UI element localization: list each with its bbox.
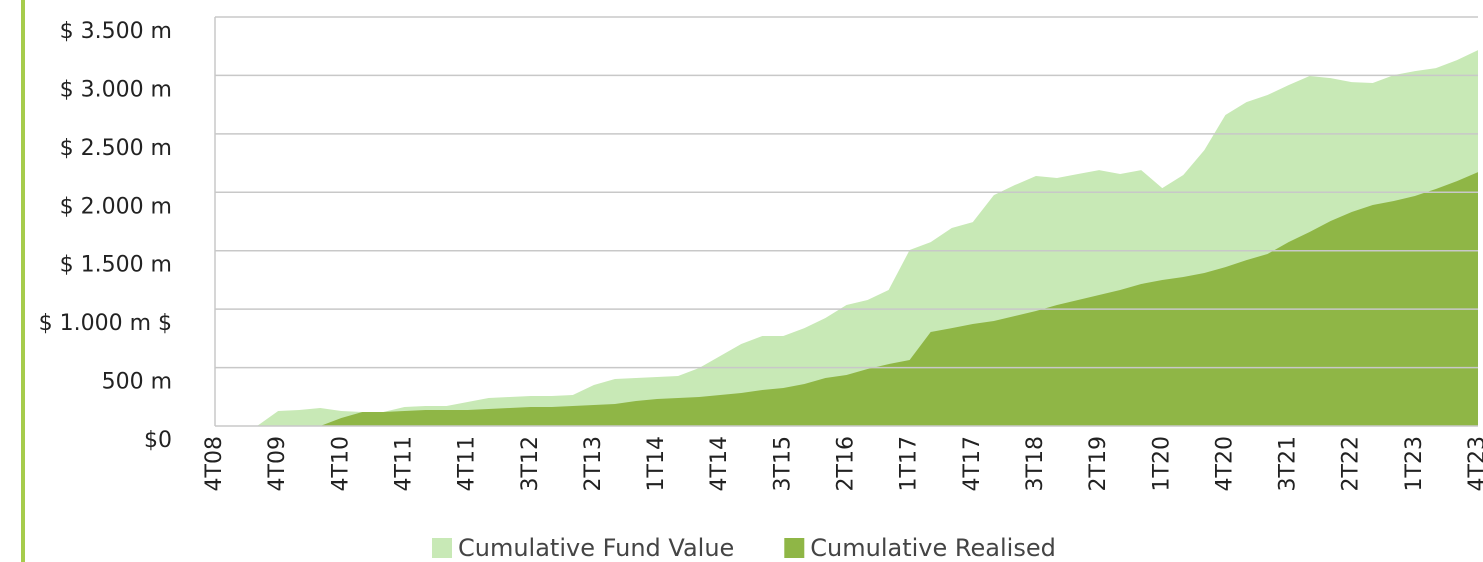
x-tick-label: 2T19 bbox=[1086, 436, 1111, 491]
x-tick-label: 1T14 bbox=[644, 436, 669, 491]
x-tick-label: 2T13 bbox=[581, 436, 606, 491]
x-tick-label: 2T22 bbox=[1339, 436, 1364, 491]
legend-swatch bbox=[432, 538, 452, 558]
x-tick-label: 4T20 bbox=[1212, 436, 1237, 491]
x-tick-label: 4T11 bbox=[455, 436, 480, 491]
y-tick-label: $0 bbox=[144, 428, 172, 453]
x-tick-label: 3T12 bbox=[518, 436, 543, 491]
x-tick-label: 4T09 bbox=[265, 436, 290, 491]
x-tick-label: 4T10 bbox=[328, 436, 353, 491]
y-tick-label: $ 3.500 m bbox=[60, 19, 172, 44]
x-tick-label: 3T18 bbox=[1023, 436, 1048, 491]
x-tick-label: 3T15 bbox=[770, 436, 795, 491]
legend-label: Cumulative Realised bbox=[810, 534, 1056, 562]
x-tick-label: 1T23 bbox=[1402, 436, 1427, 491]
y-tick-label: $ 1.000 m $ bbox=[39, 311, 172, 336]
y-tick-label: 500 m bbox=[102, 370, 172, 395]
x-tick-label: 1T20 bbox=[1149, 436, 1174, 491]
y-tick-label: $ 2.000 m bbox=[60, 194, 172, 219]
accent-bar bbox=[21, 0, 25, 562]
y-tick-label: $ 2.500 m bbox=[60, 136, 172, 161]
x-tick-label: 4T08 bbox=[202, 436, 227, 491]
legend-label: Cumulative Fund Value bbox=[458, 534, 734, 562]
x-tick-label: 4T23 bbox=[1465, 436, 1483, 491]
x-tick-label: 4T17 bbox=[960, 436, 985, 491]
area bbox=[215, 172, 1478, 426]
x-tick-label: 3T21 bbox=[1276, 436, 1301, 491]
legend-swatch bbox=[784, 538, 805, 558]
y-tick-label: $ 1.500 m bbox=[60, 253, 172, 278]
x-tick-label: 4T14 bbox=[707, 436, 732, 491]
x-tick-label: 1T17 bbox=[897, 436, 922, 491]
x-tick-label: 2T16 bbox=[834, 436, 859, 491]
x-tick-label: 4T11 bbox=[391, 436, 416, 491]
y-tick-label: $ 3.000 m bbox=[60, 77, 172, 102]
